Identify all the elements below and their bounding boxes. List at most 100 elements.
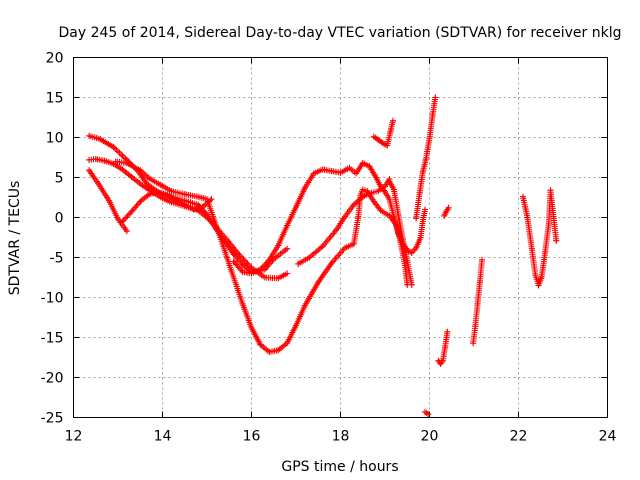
y-tick-label: 15 bbox=[46, 91, 64, 107]
data-point bbox=[293, 204, 299, 211]
data-point bbox=[413, 215, 420, 222]
data-point bbox=[230, 251, 237, 258]
data-point bbox=[266, 348, 273, 355]
data-point bbox=[112, 158, 119, 165]
data-point bbox=[306, 254, 313, 261]
data-point bbox=[535, 282, 542, 289]
data-point bbox=[97, 136, 104, 143]
series-arc-5 bbox=[119, 188, 215, 225]
data-point bbox=[476, 279, 483, 286]
data-point bbox=[382, 188, 388, 195]
data-point bbox=[248, 270, 255, 277]
data-point bbox=[439, 357, 446, 364]
data-point bbox=[319, 166, 326, 173]
data-point bbox=[315, 279, 322, 286]
data-point bbox=[224, 236, 231, 243]
data-point bbox=[538, 273, 545, 280]
data-point bbox=[429, 112, 436, 119]
data-point bbox=[370, 133, 377, 140]
data-point bbox=[359, 160, 366, 167]
data-point bbox=[395, 212, 402, 219]
data-point bbox=[284, 245, 291, 252]
data-point bbox=[101, 157, 108, 164]
data-point bbox=[284, 270, 291, 277]
series-arc-14 bbox=[470, 256, 486, 347]
data-point bbox=[402, 262, 409, 269]
data-point bbox=[328, 260, 335, 267]
y-tick-label: 10 bbox=[46, 131, 64, 147]
data-point bbox=[128, 173, 135, 180]
data-point bbox=[355, 213, 362, 220]
data-point bbox=[275, 347, 282, 354]
data-point bbox=[284, 340, 291, 347]
data-point bbox=[519, 193, 526, 200]
y-tick-labels: 20 15 10 5 0 -5 -10 -15 -20 -25 bbox=[41, 51, 64, 427]
data-point bbox=[353, 170, 360, 177]
data-point bbox=[106, 197, 113, 204]
data-point bbox=[346, 164, 353, 171]
data-point bbox=[301, 184, 308, 191]
x-tick-labels: 12 14 16 18 20 22 24 bbox=[65, 429, 617, 445]
x-tick-label: 24 bbox=[599, 429, 617, 445]
data-point bbox=[137, 167, 144, 174]
data-point bbox=[204, 214, 210, 221]
chart-title: Day 245 of 2014, Sidereal Day-to-day VTE… bbox=[59, 25, 622, 41]
data-point bbox=[123, 228, 130, 235]
series-arc-8 bbox=[370, 117, 397, 149]
data-point bbox=[159, 195, 166, 202]
x-tick-label: 18 bbox=[332, 429, 350, 445]
data-point bbox=[123, 160, 130, 167]
y-tick-label: 0 bbox=[55, 211, 64, 227]
data-point bbox=[86, 167, 93, 174]
data-point bbox=[350, 201, 357, 208]
data-point bbox=[386, 178, 393, 185]
data-point bbox=[155, 188, 162, 195]
data-point bbox=[181, 191, 188, 198]
data-point bbox=[86, 156, 93, 163]
series-arc-15 bbox=[519, 187, 560, 289]
data-point bbox=[359, 186, 366, 193]
data-point bbox=[417, 234, 424, 241]
data-point bbox=[115, 216, 121, 223]
data-point bbox=[235, 250, 242, 257]
data-point bbox=[359, 193, 366, 200]
data-point bbox=[190, 206, 197, 213]
data-point bbox=[110, 144, 117, 151]
data-point bbox=[239, 261, 246, 268]
data-point bbox=[384, 142, 391, 149]
data-point bbox=[230, 258, 237, 265]
data-point bbox=[422, 156, 429, 163]
series-arc-6 bbox=[230, 160, 429, 277]
x-tick-label: 20 bbox=[421, 429, 439, 445]
data-point bbox=[119, 166, 126, 173]
data-point bbox=[310, 170, 317, 177]
y-tick-label: -15 bbox=[41, 331, 64, 347]
data-point bbox=[524, 214, 531, 221]
data-point bbox=[168, 188, 175, 195]
data-point bbox=[157, 181, 164, 188]
data-point bbox=[366, 163, 373, 170]
data-point bbox=[422, 206, 429, 213]
data-point bbox=[248, 264, 255, 271]
data-point bbox=[92, 156, 99, 163]
data-point bbox=[248, 324, 255, 331]
data-point bbox=[373, 174, 380, 181]
series-arc-3 bbox=[86, 167, 130, 235]
data-point bbox=[445, 204, 452, 211]
data-point bbox=[375, 188, 382, 195]
data-point bbox=[370, 198, 377, 205]
series-arc-9 bbox=[386, 178, 415, 288]
data-point bbox=[86, 132, 93, 139]
data-point bbox=[199, 204, 206, 211]
data-point bbox=[275, 275, 282, 282]
data-point bbox=[528, 245, 535, 252]
data-point bbox=[442, 344, 449, 351]
series-arc-10 bbox=[422, 408, 432, 418]
series-arc-11 bbox=[413, 94, 439, 222]
data-point bbox=[266, 256, 273, 263]
data-points bbox=[86, 94, 560, 418]
data-point bbox=[168, 199, 175, 206]
y-tick-label: -20 bbox=[41, 371, 64, 387]
